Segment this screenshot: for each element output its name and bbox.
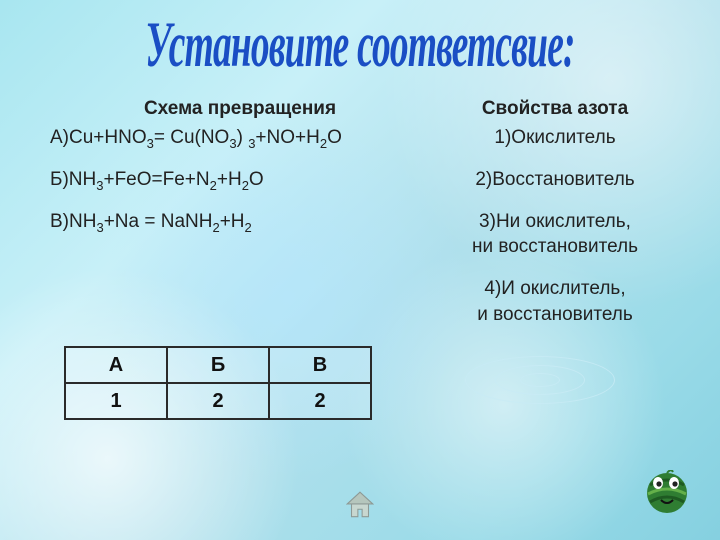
table-header-cell: А	[65, 347, 167, 383]
property-line: 4)И окислитель,	[440, 277, 670, 301]
reaction-line: В)NH3+Na = NaNH2+H2	[50, 210, 430, 234]
slide: Установите соответсвие: Схема превращени…	[0, 0, 720, 540]
property-line: 1)Окислитель	[440, 126, 670, 150]
property-item: 3)Ни окислитель,ни восстановитель	[440, 210, 670, 260]
right-header: Свойства азота	[440, 98, 670, 120]
table-value-row: 1 2 2	[65, 383, 371, 419]
reaction-list: А)Cu+HNO3= Cu(NO3) 3+NO+H2O Б)NH3+FeO=Fe+…	[50, 126, 430, 233]
reaction-line: Б)NH3+FeO=Fe+N2+H2O	[50, 168, 430, 192]
property-item: 2)Восстановитель	[440, 168, 670, 192]
content-area: Схема превращения А)Cu+HNO3= Cu(NO3) 3+N…	[0, 98, 720, 345]
property-item: 1)Окислитель	[440, 126, 670, 150]
table-header-cell: Б	[167, 347, 269, 383]
columns: Схема превращения А)Cu+HNO3= Cu(NO3) 3+N…	[50, 98, 670, 345]
left-header: Схема превращения	[50, 98, 430, 120]
table-header-row: А Б В	[65, 347, 371, 383]
right-column: Свойства азота 1)Окислитель 2)Восстановит…	[440, 98, 670, 345]
table-value-cell: 2	[269, 383, 371, 419]
property-line: 2)Восстановитель	[440, 168, 670, 192]
answer-table: А Б В 1 2 2	[64, 346, 372, 420]
home-icon[interactable]	[343, 488, 377, 522]
property-line: ни восстановитель	[440, 235, 670, 259]
left-column: Схема превращения А)Cu+HNO3= Cu(NO3) 3+N…	[50, 98, 430, 345]
slide-title: Установите соответсвие:	[79, 8, 641, 82]
property-line: 3)Ни окислитель,	[440, 210, 670, 234]
ripple-decoration	[450, 350, 630, 410]
watermelon-icon	[644, 470, 690, 516]
table-header-cell: В	[269, 347, 371, 383]
table-value-cell: 2	[167, 383, 269, 419]
table-value-cell: 1	[65, 383, 167, 419]
reaction-line: А)Cu+HNO3= Cu(NO3) 3+NO+H2O	[50, 126, 430, 150]
property-line: и восстановитель	[440, 303, 670, 327]
answer-table-wrap: А Б В 1 2 2	[64, 346, 372, 420]
property-item: 4)И окислитель,и восстановитель	[440, 277, 670, 327]
property-list: 1)Окислитель 2)Восстановитель 3)Ни окислит…	[440, 126, 670, 327]
